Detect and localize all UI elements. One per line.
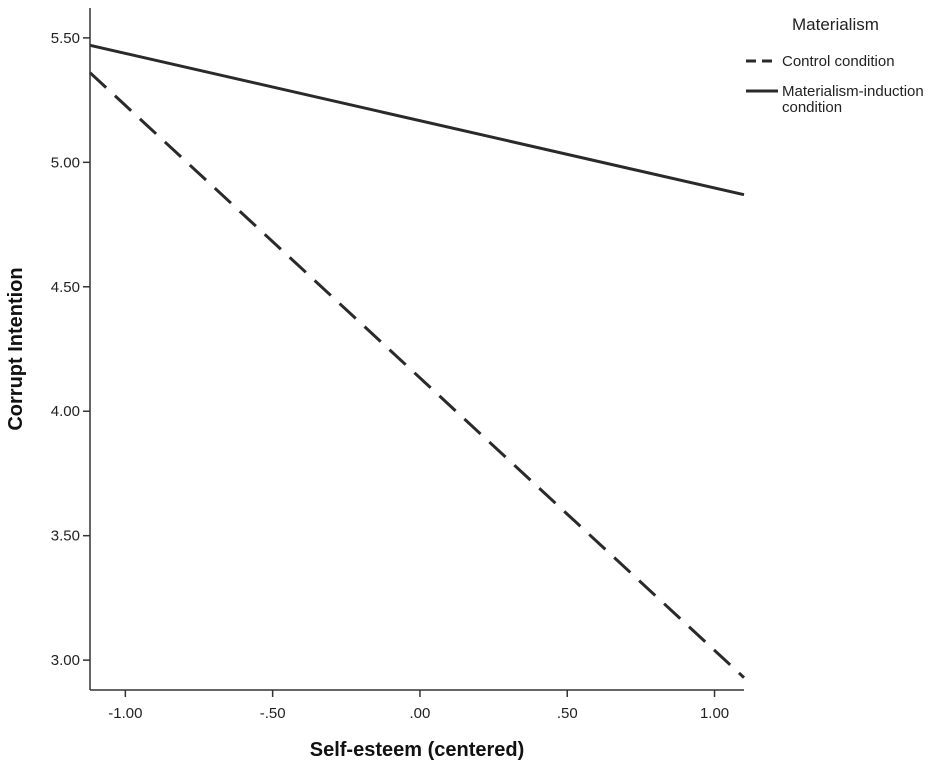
legend: Materialism Control condition Materialism-…	[746, 15, 924, 116]
y-tick-label: 3.50	[51, 528, 80, 545]
plot-area	[88, 43, 746, 679]
axes	[83, 8, 744, 697]
y-tick-label: 4.50	[51, 279, 80, 296]
x-axis-title: Self-esteem (centered)	[310, 739, 525, 761]
x-tick-label: 1.00	[700, 705, 729, 722]
legend-label: condition	[782, 99, 842, 116]
series-line-control	[88, 71, 746, 679]
y-tick-label: 5.50	[51, 30, 80, 47]
legend-label: Materialism-induction	[782, 83, 924, 100]
x-tick-label: -1.00	[108, 705, 142, 722]
y-tick-label: 4.00	[51, 403, 80, 420]
y-tick-label: 5.00	[51, 154, 80, 171]
series-line-materialism-induction	[89, 43, 745, 197]
x-tick-label: -.50	[260, 705, 286, 722]
legend-label: Control condition	[782, 53, 895, 70]
legend-title: Materialism	[792, 15, 879, 34]
y-axis-title: Corrupt Intention	[5, 267, 27, 430]
y-tick-label: 3.00	[51, 652, 80, 669]
x-tick-label: .50	[557, 705, 578, 722]
x-tick-label: .00	[410, 705, 431, 722]
tick-labels: 3.00 3.50 4.00 4.50 5.00 5.50 -1.00 -.50 .00 .50 1…	[51, 30, 729, 722]
